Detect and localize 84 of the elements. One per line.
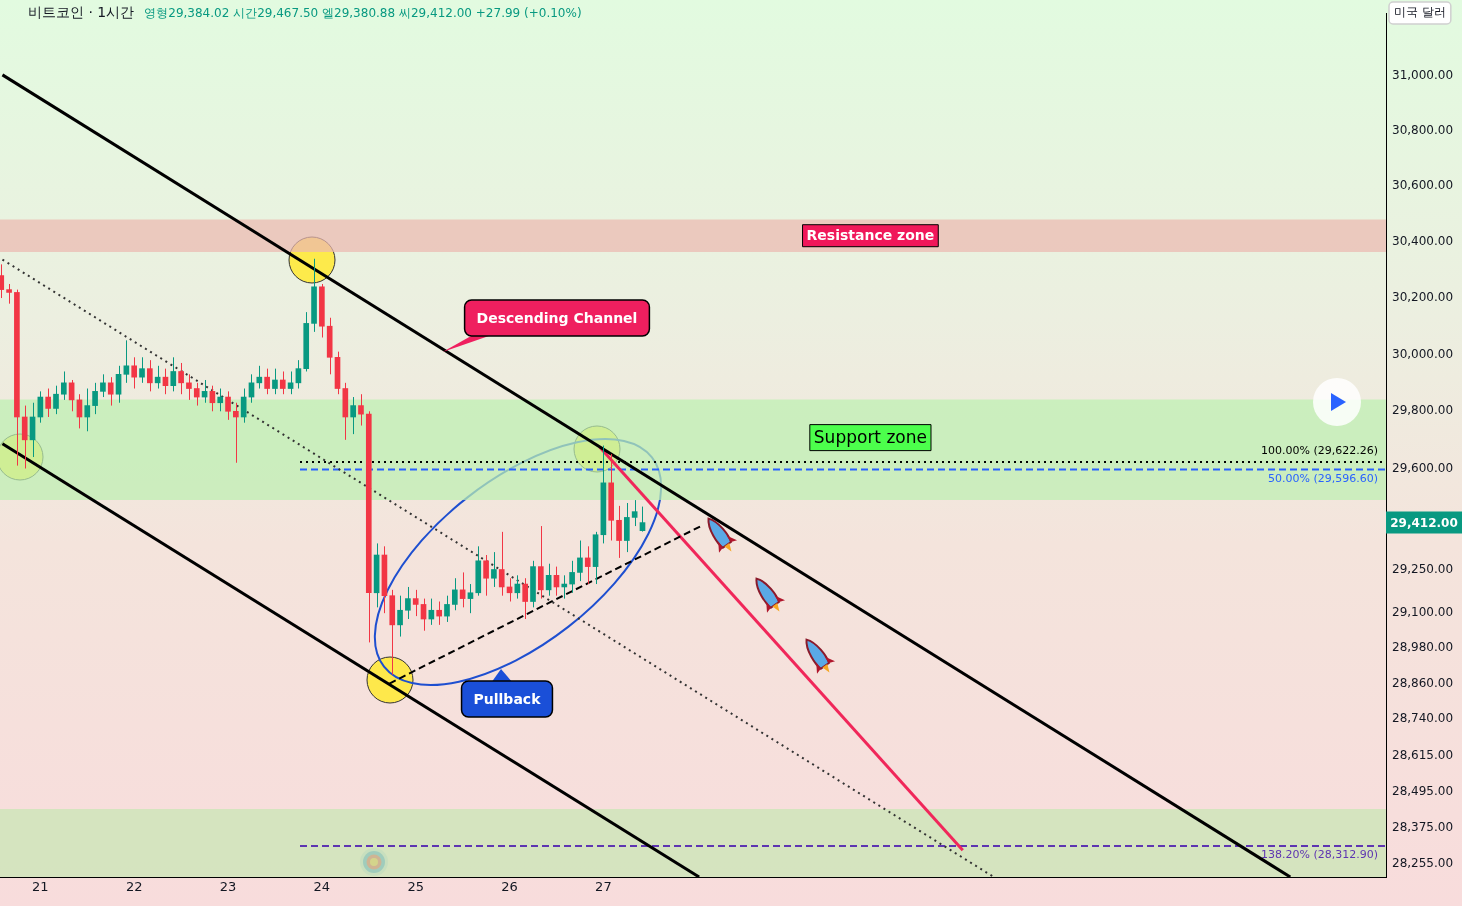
band-label: Resistance zone [806,227,935,244]
candlestick [131,356,138,390]
candlestick [60,370,67,401]
candlestick [217,388,224,412]
text: 미국 달러 [1394,5,1446,20]
candlestick [397,595,403,638]
candlestick [491,551,497,588]
y-tick-label: 29,600.00 [1392,460,1454,475]
x-tick-label: 21 [32,879,49,895]
candlestick [147,359,153,392]
candlestick [53,385,59,415]
y-tick-label: 29,250.00 [1392,561,1454,576]
x-tick-label: 27 [595,879,612,895]
y-tick-label: 30,600.00 [1392,178,1454,193]
x-tick-label: 24 [313,879,331,895]
candlestick [436,601,442,626]
candlestick [186,373,192,401]
x-tick-label: 25 [407,879,424,895]
candlestick [561,574,568,600]
candlestick [537,525,544,600]
y-tick-label: 29,800.00 [1392,403,1454,418]
annotation: Pullback [473,690,542,707]
candlestick [264,368,270,395]
candlestick [84,388,91,432]
ref-line-label: 50.00% (29,596.60) [1267,471,1378,485]
candlestick [577,540,583,582]
candlestick [616,505,622,559]
y-tick-label: 30,800.00 [1392,123,1454,138]
candlestick [45,388,51,418]
candlestick [170,356,177,392]
candlestick [350,396,356,435]
x-tick-label: 23 [219,879,237,895]
candlestick [256,365,263,390]
candlestick [178,362,184,395]
candlestick [139,356,145,384]
candlestick [631,499,638,527]
y-tick-label: 29,100.00 [1392,605,1454,620]
text: 29,412.00 [1390,515,1458,530]
candlestick [498,531,505,597]
x-tick-label: 26 [501,879,518,895]
candlestick [358,393,364,427]
candlestick [21,405,28,469]
y-tick-label: 28,375.00 [1392,819,1454,834]
chart-subtitle: 영형29,384.02 시간29,467.50 엘29,380.88 씨29,412.00 +27.99 (+0.10%) [144,6,582,20]
candlestick [107,376,114,407]
y-tick-label: 28,980.00 [1392,640,1454,655]
y-tick-label: 28,615.00 [1392,748,1454,763]
y-tick-label: 30,400.00 [1392,234,1454,249]
candlestick [639,506,646,533]
y-tick-label: 30,000.00 [1392,346,1454,361]
candlestick [225,390,231,421]
candlestick [405,586,411,620]
y-tick-label: 31,000.00 [1392,68,1454,83]
candlestick [92,382,98,415]
y-tick-label: 28,860.00 [1392,675,1454,690]
candlestick [279,370,286,395]
candlestick [624,502,630,553]
candlestick [100,373,106,398]
y-tick-label: 28,495.00 [1392,783,1454,798]
band-label: Support zone [813,427,927,448]
candlestick [0,263,5,299]
y-tick-label: 28,255.00 [1392,855,1454,870]
candlestick [467,583,474,614]
candlestick [123,339,130,384]
candlestick [115,365,122,404]
candlestick [233,402,239,464]
x-tick-label: 22 [125,879,143,895]
candlestick [444,595,450,623]
candlestick [240,388,247,424]
candlestick [522,577,529,620]
y-tick-label: 28,740.00 [1392,711,1454,726]
candlestick [451,577,458,611]
candlestick [412,589,419,617]
y-tick-label: 30,200.00 [1392,290,1454,305]
annotation: Descending Channel [476,309,638,326]
ref-line-label: 100.00% (29,622.26) [1260,444,1378,458]
candlestick [6,283,12,305]
candlestick [584,545,591,585]
candlestick [569,560,575,594]
candlestick [483,554,489,597]
candlestick [272,368,278,395]
candlestick [193,382,200,407]
chart-title: 비트코인 · 1시간 [28,4,135,20]
ref-line-label: 138.20% (28,312.90) [1260,848,1378,862]
